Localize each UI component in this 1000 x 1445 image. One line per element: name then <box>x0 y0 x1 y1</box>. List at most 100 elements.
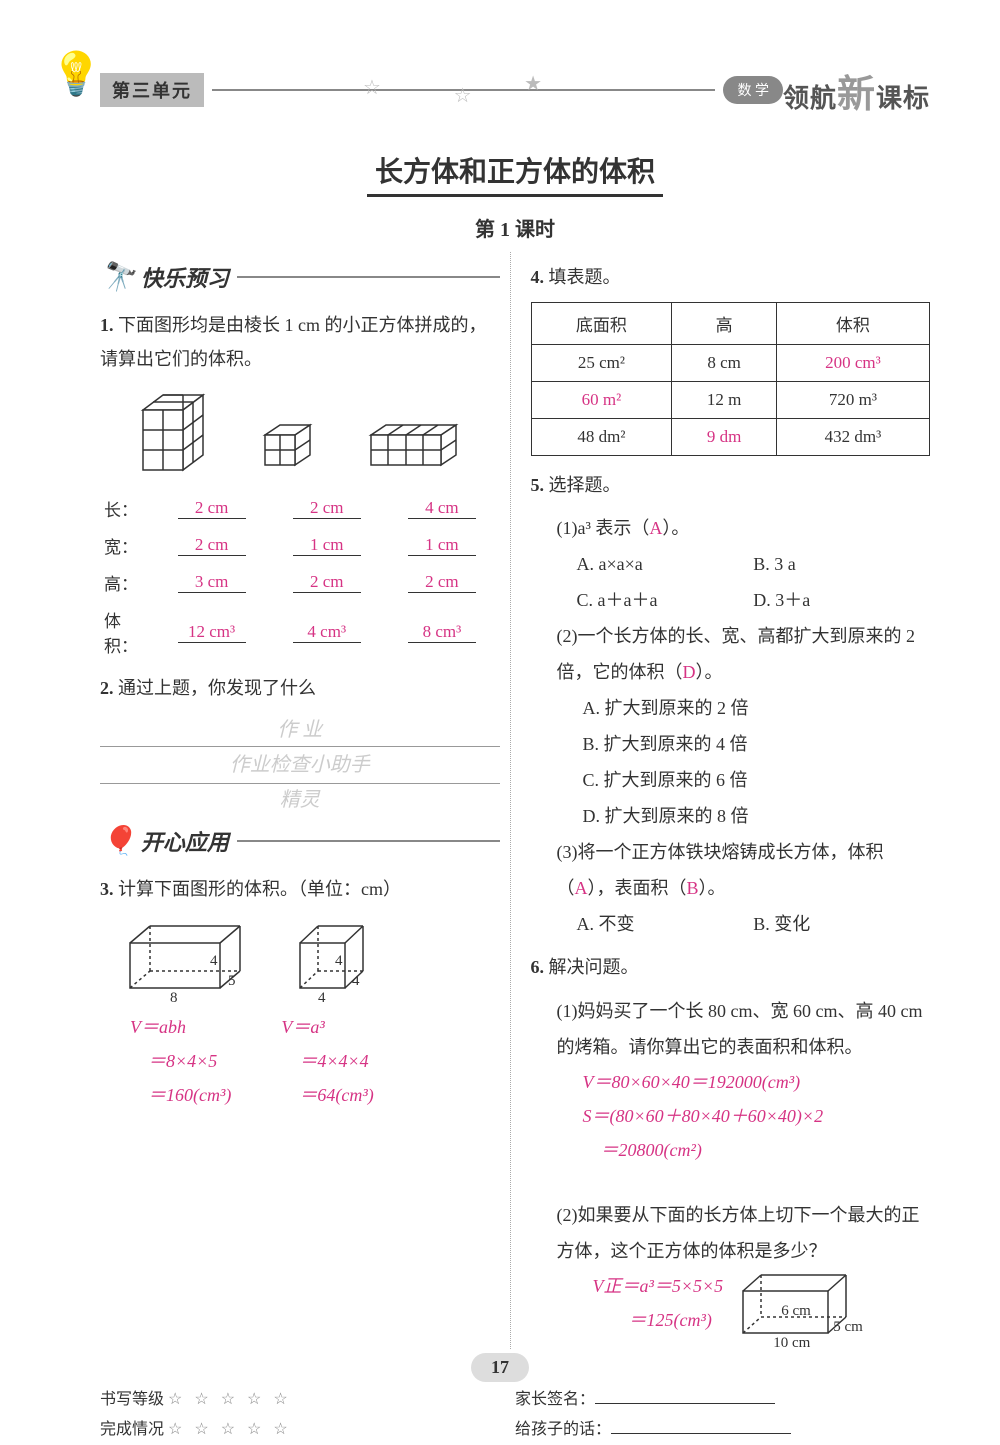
answer-cell: 2 cm <box>408 572 476 593</box>
brand-big: 新 <box>837 74 876 116</box>
table-row: 体积：12 cm³4 cm³8 cm³ <box>100 601 500 663</box>
dim-length: 10 cm <box>773 1335 810 1352</box>
cube-illustrations <box>100 390 500 480</box>
watermark: 作 业 作业检查小助手 精灵 <box>100 714 500 816</box>
q3-diagrams: 8 5 4 4 4 4 <box>100 918 500 998</box>
cube-4: 4 4 4 <box>290 918 380 998</box>
q5-2: (2)一个长方体的长、宽、高都扩大到原来的 2 倍，它的体积（D）。 <box>531 618 931 690</box>
option-row: A. 不变B. 变化 <box>531 906 931 942</box>
dim-a1: 4 <box>318 990 326 1007</box>
q6-1-calc: V＝80×60×40＝192000(cm³) S＝(80×60＋80×40＋60… <box>531 1065 931 1168</box>
star-icon: ★ <box>524 71 542 96</box>
calc-line: ＝8×4×5 <box>130 1044 231 1078</box>
answer-cell: 2 cm <box>178 535 246 556</box>
row-label: 高： <box>100 564 154 601</box>
calc-line: V＝abh <box>130 1010 231 1044</box>
cuboid-8-5-4: 8 5 4 <box>120 918 250 998</box>
dim-width: 5 <box>228 973 236 990</box>
table-header-row: 底面积 高 体积 <box>531 303 930 345</box>
calc-line: ＝20800(cm²) <box>583 1133 931 1167</box>
answer: B <box>687 878 699 898</box>
grade-row: 书写等级 ☆ ☆ ☆ ☆ ☆ <box>100 1385 515 1409</box>
cell: 25 cm² <box>531 345 672 382</box>
cuboid-10-5-6: 10 cm 5 cm 6 cm <box>733 1269 863 1349</box>
row-label: 长： <box>100 490 154 527</box>
answer-cell: 60 m² <box>531 382 672 419</box>
dim-height: 4 <box>210 953 218 970</box>
cube-2x2x3-icon <box>133 390 213 480</box>
done-row: 完成情况 ☆ ☆ ☆ ☆ ☆ <box>100 1415 515 1439</box>
q-end: ）。 <box>662 518 689 538</box>
page-footer: 书写等级 ☆ ☆ ☆ ☆ ☆ 完成情况 ☆ ☆ ☆ ☆ ☆ 家长签名： 给孩子的… <box>100 1379 930 1445</box>
q5-3: (3)将一个正方体铁块熔铸成长方体，体积（A），表面积（B）。 <box>531 834 931 906</box>
q6: 6. 解决问题。 <box>531 950 931 984</box>
dim-width: 5 cm <box>833 1319 863 1336</box>
q6-1-text: (1)妈妈买了一个长 80 cm、宽 60 cm、高 40 cm 的烤箱。请你算… <box>531 993 931 1065</box>
q4-title: 填表题。 <box>549 267 621 287</box>
q5-title: 选择题。 <box>549 475 621 495</box>
row-label: 宽： <box>100 527 154 564</box>
q2: 2. 通过上题，你发现了什么 <box>100 671 500 705</box>
opt: A. a×a×a <box>577 546 754 582</box>
table-row: 25 cm²8 cm200 cm³ <box>531 345 930 382</box>
section-rule <box>237 840 500 842</box>
section-rule <box>237 276 500 278</box>
lamp-icon: 💡 <box>50 50 102 99</box>
cell: 720 m³ <box>776 382 929 419</box>
q1-table: 长：2 cm2 cm4 cm 宽：2 cm1 cm1 cm 高：3 cm2 cm… <box>100 490 500 663</box>
dim-length: 8 <box>170 990 178 1007</box>
q5: 5. 选择题。 <box>531 468 931 502</box>
q2-text: 通过上题，你发现了什么 <box>118 678 316 698</box>
answer-cell: 1 cm <box>408 535 476 556</box>
telescope-icon: 🔭 <box>100 260 135 294</box>
opt: C. a＋a＋a <box>577 582 754 618</box>
q4: 4. 填表题。 <box>531 260 931 294</box>
footer-left: 书写等级 ☆ ☆ ☆ ☆ ☆ 完成情况 ☆ ☆ ☆ ☆ ☆ <box>100 1379 515 1445</box>
q3: 3. 计算下面图形的体积。（单位：cm） <box>100 872 500 906</box>
stars-icon: ☆ ☆ ☆ ☆ ☆ <box>168 1391 292 1408</box>
msg-label: 给孩子的话： <box>515 1421 611 1438</box>
cell: 8 cm <box>672 345 777 382</box>
cell: 432 dm³ <box>776 419 929 456</box>
opt: B. 3 a <box>753 546 930 582</box>
opt: B. 扩大到原来的 4 倍 <box>531 726 931 762</box>
answer-cell: 2 cm <box>293 572 361 593</box>
q4-table: 底面积 高 体积 25 cm²8 cm200 cm³ 60 m²12 m720 … <box>531 302 931 456</box>
grade-label: 书写等级 <box>100 1391 164 1408</box>
q6-2-row: V正＝a³＝5×5×5 ＝125(cm³) 10 cm 5 cm 6 cm <box>531 1269 931 1349</box>
option-row: C. a＋a＋aD. 3＋a <box>531 582 931 618</box>
q3-text: 计算下面图形的体积。（单位：cm） <box>118 879 401 899</box>
dim-a3: 4 <box>335 953 343 970</box>
opt: D. 扩大到原来的 8 倍 <box>531 798 931 834</box>
star-icon: ☆ <box>363 75 381 100</box>
left-column: 🔭 快乐预习 1. 下面图形均是由棱长 1 cm 的小正方体拼成的，请算出它们的… <box>100 252 511 1349</box>
header-rule: ☆ ☆ ★ <box>212 89 715 91</box>
answer-cell: 2 cm <box>178 498 246 519</box>
signature-line[interactable] <box>595 1403 775 1404</box>
q6-2-calc: V正＝a³＝5×5×5 ＝125(cm³) <box>583 1269 724 1337</box>
dim-height: 6 cm <box>781 1303 811 1320</box>
answer: A <box>649 518 662 538</box>
q3-calcs: V＝abh ＝8×4×5 ＝160(cm³) V＝a³ ＝4×4×4 ＝64(c… <box>100 1010 500 1113</box>
section-apply: 🎈 开心应用 <box>100 824 500 858</box>
answer-cell: 9 dm <box>672 419 777 456</box>
brand-left: 领航 <box>783 84 837 113</box>
sign-label: 家长签名： <box>515 1391 595 1408</box>
q1-text: 下面图形均是由棱长 1 cm 的小正方体拼成的，请算出它们的体积。 <box>100 315 487 369</box>
done-label: 完成情况 <box>100 1421 164 1438</box>
opt: C. 扩大到原来的 6 倍 <box>531 762 931 798</box>
lesson-subtitle: 第 1 课时 <box>100 213 930 242</box>
brand-text: 领航新课标 <box>783 63 930 118</box>
cube-2x1x2-icon <box>260 420 320 480</box>
cell: 48 dm² <box>531 419 672 456</box>
q6-title: 解决问题。 <box>549 957 639 977</box>
table-row: 长：2 cm2 cm4 cm <box>100 490 500 527</box>
dim-a2: 4 <box>352 973 360 990</box>
message-line[interactable] <box>611 1433 791 1434</box>
page-number: 17 <box>471 1353 529 1382</box>
opt: B. 变化 <box>753 906 930 942</box>
table-row: 48 dm²9 dm432 dm³ <box>531 419 930 456</box>
brand-right: 课标 <box>876 84 930 113</box>
table-row: 宽：2 cm1 cm1 cm <box>100 527 500 564</box>
answer-cell: 8 cm³ <box>408 622 476 643</box>
